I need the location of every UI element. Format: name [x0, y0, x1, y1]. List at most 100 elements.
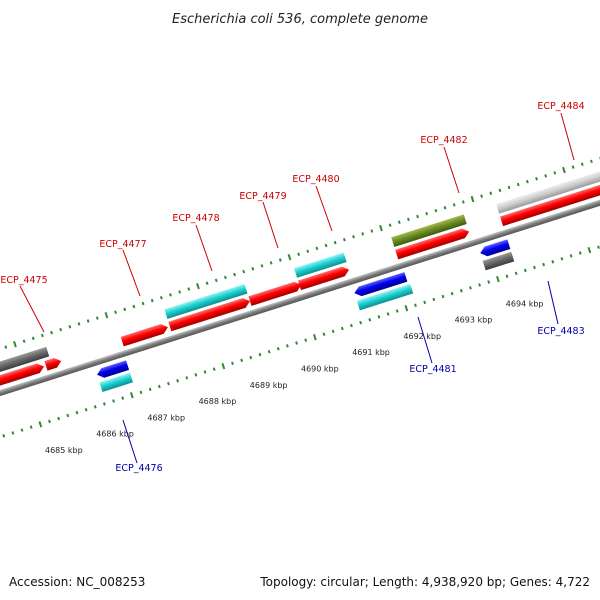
minor-tick — [22, 339, 26, 344]
minor-tick — [304, 338, 308, 342]
minor-tick — [516, 182, 520, 187]
minor-tick — [50, 330, 53, 335]
gene-label-ecp-4476[interactable]: ECP_4476 — [115, 463, 162, 474]
minor-tick — [84, 408, 88, 412]
minor-tick — [132, 304, 136, 309]
gene-label-ecp-4477[interactable]: ECP_4477 — [99, 239, 146, 250]
kbp-label: 4687 kbp — [147, 413, 185, 422]
feature-ecp-4480[interactable] — [294, 252, 347, 278]
leader-line — [315, 185, 333, 232]
kbp-label: 4689 kbp — [250, 381, 288, 390]
minor-tick — [48, 419, 51, 424]
feature-ecp-4480-a[interactable] — [297, 265, 351, 291]
gene-label-ecp-4482[interactable]: ECP_4482 — [420, 135, 467, 146]
kbp-label: 4688 kbp — [199, 397, 237, 406]
minor-tick — [388, 223, 392, 227]
minor-tick — [569, 254, 573, 258]
gene-label-ecp-4481[interactable]: ECP_4481 — [409, 364, 456, 375]
leader-line — [122, 419, 138, 464]
minor-tick — [66, 413, 70, 418]
minor-tick — [331, 329, 335, 334]
major-tick — [221, 363, 226, 370]
minor-tick — [102, 402, 106, 406]
minor-tick — [505, 274, 509, 278]
minor-tick — [370, 229, 374, 233]
feature-ecp-4477[interactable] — [120, 322, 170, 347]
feature-ecp-4483[interactable] — [482, 251, 515, 271]
feature-ecp-4484-a[interactable] — [500, 183, 600, 227]
feature-ecp-4481[interactable] — [356, 283, 414, 311]
minor-tick — [267, 349, 271, 354]
gene-labels: ECP_4475 ECP_4476 ECP_4477 ECP_4478 ECP_… — [0, 101, 584, 474]
minor-tick — [397, 220, 401, 225]
feature-blue-2[interactable] — [353, 272, 408, 298]
minor-tick — [489, 191, 493, 195]
feature-ecp-4476[interactable] — [99, 372, 133, 392]
feature-ecp-4478[interactable] — [168, 296, 251, 332]
minor-tick — [352, 235, 355, 239]
minor-tick — [590, 159, 593, 164]
minor-tick — [286, 344, 289, 348]
feature-ecp-4475-a[interactable] — [0, 362, 46, 390]
minor-tick — [480, 194, 484, 198]
minor-tick — [414, 303, 417, 307]
minor-tick — [368, 318, 372, 322]
feature-blue-3[interactable] — [479, 239, 511, 258]
minor-tick — [278, 258, 282, 262]
minor-tick — [580, 162, 584, 166]
gene-label-ecp-4478[interactable]: ECP_4478 — [172, 213, 219, 224]
minor-tick — [75, 410, 79, 415]
minor-tick — [205, 281, 209, 285]
track-layer — [0, 156, 600, 438]
minor-tick — [571, 165, 575, 169]
leader-line — [560, 112, 575, 161]
minor-tick — [315, 246, 319, 251]
minor-tick — [342, 237, 346, 242]
minor-tick — [324, 243, 328, 248]
gene-label-ecp-4480[interactable]: ECP_4480 — [292, 174, 339, 185]
leader-line — [195, 224, 213, 272]
gene-label-ecp-4484[interactable]: ECP_4484 — [537, 101, 584, 112]
major-tick — [13, 341, 17, 348]
minor-tick — [4, 345, 8, 349]
feature-ecp-4482[interactable] — [391, 214, 467, 247]
minor-tick — [443, 206, 447, 210]
feature-ecp-4479[interactable] — [248, 280, 302, 306]
kbp-label: 4690 kbp — [301, 365, 339, 374]
major-tick — [379, 224, 383, 232]
kbp-label: 4691 kbp — [352, 348, 390, 357]
minor-tick — [159, 296, 163, 300]
minor-tick — [93, 405, 97, 409]
genome-backbone — [0, 190, 600, 402]
gene-label-ecp-4483[interactable]: ECP_4483 — [537, 326, 584, 337]
feature-ecp-4475-b[interactable] — [44, 356, 62, 371]
kbp-label: 4686 kbp — [96, 430, 134, 439]
minor-tick — [169, 293, 172, 297]
gene-label-ecp-4475[interactable]: ECP_4475 — [0, 275, 47, 286]
minor-tick — [507, 185, 511, 190]
feature-gray-left[interactable] — [0, 346, 50, 377]
minor-tick — [203, 370, 207, 374]
minor-tick — [416, 214, 419, 219]
minor-tick — [276, 347, 280, 351]
minor-tick — [57, 416, 61, 421]
minor-tick — [31, 336, 35, 341]
feature-ecp-4478-b[interactable] — [164, 283, 248, 319]
minor-tick — [95, 316, 99, 320]
feature-blue-1[interactable] — [96, 360, 130, 379]
minor-tick — [233, 272, 236, 277]
feature-ecp-4482-a[interactable] — [395, 227, 470, 260]
gene-label-ecp-4479[interactable]: ECP_4479 — [239, 191, 286, 202]
minor-tick — [224, 275, 227, 280]
minor-tick — [20, 428, 24, 432]
minor-tick — [86, 319, 90, 323]
major-tick — [496, 275, 500, 283]
outer-tick-ring — [4, 156, 600, 349]
feature-ecp-4484[interactable] — [496, 170, 600, 214]
minor-tick — [114, 310, 118, 314]
minor-tick — [167, 381, 170, 386]
minor-tick — [29, 425, 33, 429]
major-tick — [470, 195, 475, 203]
minor-tick — [148, 387, 152, 392]
minor-tick — [553, 171, 557, 175]
